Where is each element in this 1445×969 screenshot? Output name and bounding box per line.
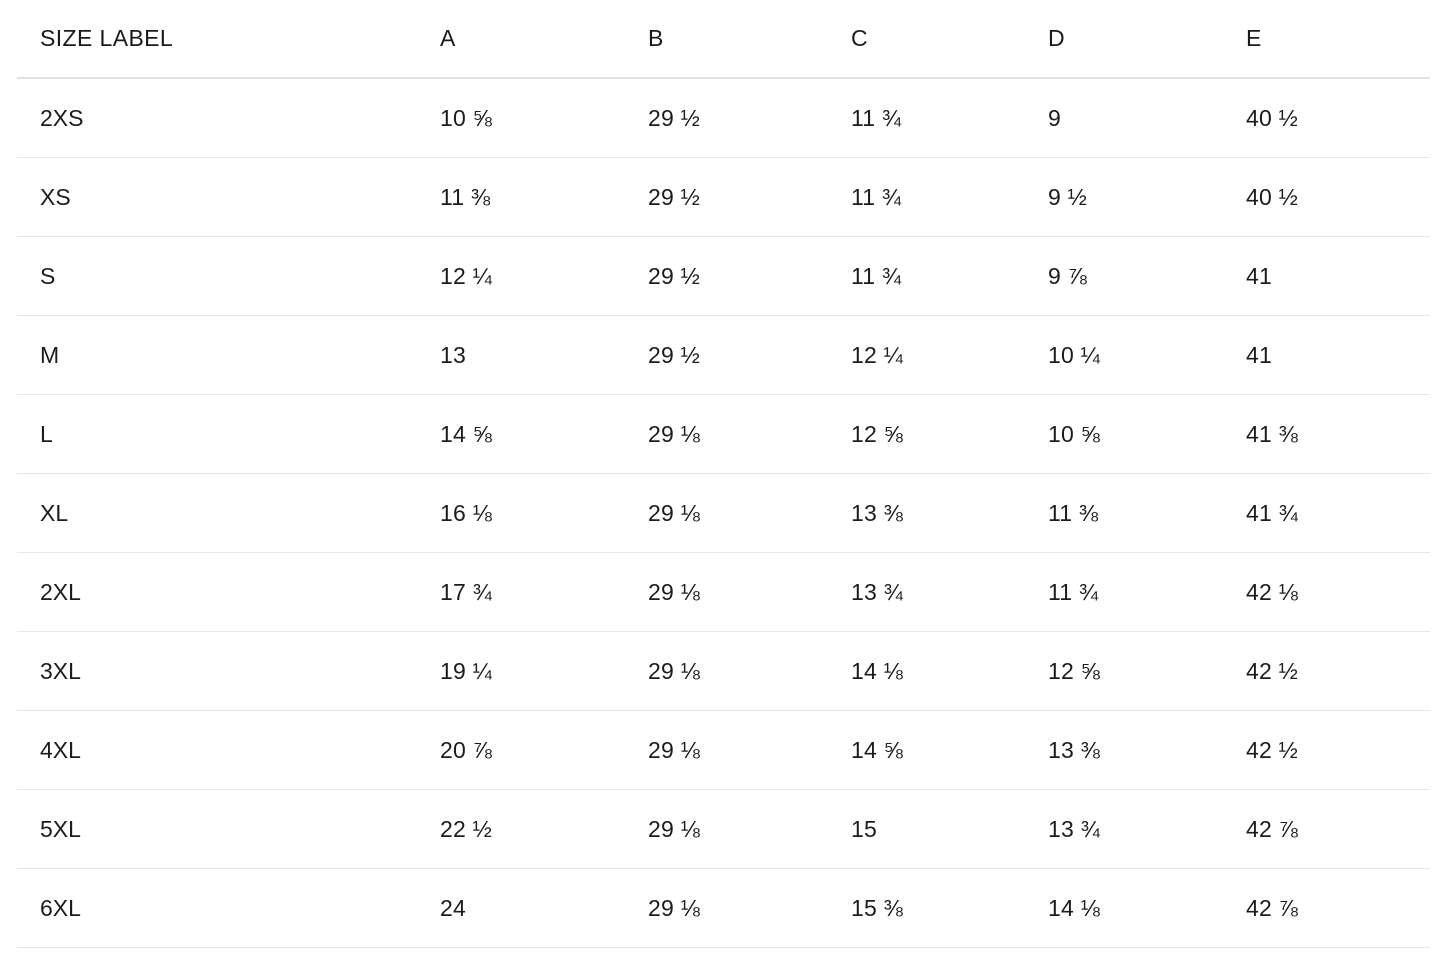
measurement-cell: 11 ⅜ — [1048, 473, 1246, 553]
measurement-cell: 41 — [1246, 315, 1430, 395]
table-row: 2XL 17 ¾ 29 ⅛ 13 ¾ 11 ¾ 42 ⅛ — [17, 552, 1430, 632]
measurement-cell: 29 ⅛ — [648, 789, 851, 869]
measurement-cell: 19 ¼ — [440, 631, 648, 711]
measurement-cell: 15 ⅜ — [851, 868, 1048, 948]
measurement-cell: 9 — [1048, 78, 1246, 158]
column-header-d: D — [1048, 0, 1246, 79]
measurement-cell: 13 ¾ — [1048, 789, 1246, 869]
column-header-e: E — [1246, 0, 1430, 79]
measurement-cell: 11 ¾ — [851, 157, 1048, 237]
size-chart-header: SIZE LABEL A B C D E — [17, 0, 1430, 79]
size-label-cell: 5XL — [17, 789, 440, 869]
table-row: 3XL 19 ¼ 29 ⅛ 14 ⅛ 12 ⅝ 42 ½ — [17, 631, 1430, 711]
table-row: 6XL 24 29 ⅛ 15 ⅜ 14 ⅛ 42 ⅞ — [17, 868, 1430, 948]
measurement-cell: 20 ⅞ — [440, 710, 648, 790]
measurement-cell: 12 ⅝ — [1048, 631, 1246, 711]
measurement-cell: 29 ⅛ — [648, 631, 851, 711]
size-label-cell: M — [17, 315, 440, 395]
measurement-cell: 14 ⅛ — [1048, 868, 1246, 948]
measurement-cell: 11 ⅜ — [440, 157, 648, 237]
measurement-cell: 29 ½ — [648, 78, 851, 158]
measurement-cell: 13 ¾ — [851, 552, 1048, 632]
measurement-cell: 13 — [440, 315, 648, 395]
measurement-cell: 24 — [440, 868, 648, 948]
column-header-a: A — [440, 0, 648, 79]
size-label-cell: XL — [17, 473, 440, 553]
measurement-cell: 9 ½ — [1048, 157, 1246, 237]
measurement-cell: 29 ⅛ — [648, 710, 851, 790]
header-row: SIZE LABEL A B C D E — [17, 0, 1430, 79]
measurement-cell: 41 ⅜ — [1246, 394, 1430, 474]
column-header-b: B — [648, 0, 851, 79]
table-row: 4XL 20 ⅞ 29 ⅛ 14 ⅝ 13 ⅜ 42 ½ — [17, 710, 1430, 790]
measurement-cell: 9 ⅞ — [1048, 236, 1246, 316]
size-label-cell: 3XL — [17, 631, 440, 711]
size-label-cell: XS — [17, 157, 440, 237]
table-row: 2XS 10 ⅝ 29 ½ 11 ¾ 9 40 ½ — [17, 78, 1430, 158]
table-row: L 14 ⅝ 29 ⅛ 12 ⅝ 10 ⅝ 41 ⅜ — [17, 394, 1430, 474]
measurement-cell: 29 ½ — [648, 236, 851, 316]
size-label-cell: 4XL — [17, 710, 440, 790]
measurement-cell: 22 ½ — [440, 789, 648, 869]
measurement-cell: 12 ⅝ — [851, 394, 1048, 474]
size-label-cell: L — [17, 394, 440, 474]
measurement-cell: 29 ⅛ — [648, 394, 851, 474]
measurement-cell: 14 ⅝ — [440, 394, 648, 474]
column-header-size-label: SIZE LABEL — [17, 0, 440, 79]
measurement-cell: 12 ¼ — [440, 236, 648, 316]
measurement-cell: 41 ¾ — [1246, 473, 1430, 553]
measurement-cell: 14 ⅛ — [851, 631, 1048, 711]
measurement-cell: 16 ⅛ — [440, 473, 648, 553]
measurement-cell: 11 ¾ — [851, 236, 1048, 316]
measurement-cell: 40 ½ — [1246, 78, 1430, 158]
measurement-cell: 29 ⅛ — [648, 868, 851, 948]
table-row: M 13 29 ½ 12 ¼ 10 ¼ 41 — [17, 315, 1430, 395]
measurement-cell: 10 ¼ — [1048, 315, 1246, 395]
measurement-cell: 41 — [1246, 236, 1430, 316]
table-row: 5XL 22 ½ 29 ⅛ 15 13 ¾ 42 ⅞ — [17, 789, 1430, 869]
measurement-cell: 42 ⅛ — [1246, 552, 1430, 632]
measurement-cell: 15 — [851, 789, 1048, 869]
size-label-cell: 2XL — [17, 552, 440, 632]
measurement-cell: 13 ⅜ — [851, 473, 1048, 553]
size-label-cell: 6XL — [17, 868, 440, 948]
measurement-cell: 42 ⅞ — [1246, 789, 1430, 869]
measurement-cell: 29 ½ — [648, 157, 851, 237]
measurement-cell: 42 ⅞ — [1246, 868, 1430, 948]
measurement-cell: 42 ½ — [1246, 631, 1430, 711]
measurement-cell: 42 ½ — [1246, 710, 1430, 790]
measurement-cell: 13 ⅜ — [1048, 710, 1246, 790]
measurement-cell: 40 ½ — [1246, 157, 1430, 237]
measurement-cell: 29 ½ — [648, 315, 851, 395]
measurement-cell: 17 ¾ — [440, 552, 648, 632]
size-chart-table: SIZE LABEL A B C D E 2XS 10 ⅝ 29 ½ 11 ¾ 9 40 … — [17, 0, 1430, 948]
measurement-cell: 14 ⅝ — [851, 710, 1048, 790]
measurement-cell: 10 ⅝ — [1048, 394, 1246, 474]
measurement-cell: 12 ¼ — [851, 315, 1048, 395]
measurement-cell: 10 ⅝ — [440, 78, 648, 158]
column-header-c: C — [851, 0, 1048, 79]
size-label-cell: 2XS — [17, 78, 440, 158]
measurement-cell: 11 ¾ — [1048, 552, 1246, 632]
measurement-cell: 29 ⅛ — [648, 552, 851, 632]
table-row: XL 16 ⅛ 29 ⅛ 13 ⅜ 11 ⅜ 41 ¾ — [17, 473, 1430, 553]
measurement-cell: 29 ⅛ — [648, 473, 851, 553]
measurement-cell: 11 ¾ — [851, 78, 1048, 158]
size-label-cell: S — [17, 236, 440, 316]
